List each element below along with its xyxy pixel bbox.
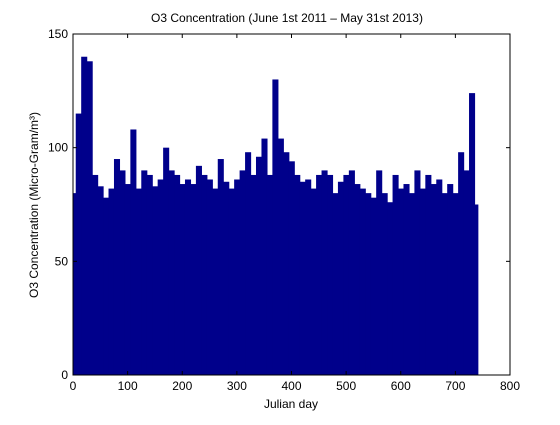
bar bbox=[337, 181, 344, 375]
bar bbox=[255, 156, 263, 375]
bar bbox=[81, 56, 88, 375]
bar bbox=[419, 188, 426, 375]
y-tick-label: 0 bbox=[61, 368, 68, 382]
bar bbox=[343, 174, 350, 375]
bar bbox=[288, 161, 295, 375]
y-axis-label: O3 Concentration (Micro-Gram/m³) bbox=[27, 112, 41, 298]
bar bbox=[234, 179, 241, 375]
bar bbox=[299, 181, 306, 375]
bar bbox=[97, 186, 104, 375]
bar bbox=[261, 138, 268, 375]
bar bbox=[217, 159, 224, 375]
bar bbox=[376, 170, 383, 375]
bar bbox=[414, 170, 421, 375]
bar bbox=[113, 159, 121, 375]
x-tick-label: 300 bbox=[227, 379, 247, 393]
bar bbox=[223, 181, 230, 375]
bar bbox=[174, 174, 181, 375]
bar bbox=[146, 174, 153, 375]
bar bbox=[332, 193, 339, 375]
bar bbox=[135, 188, 142, 375]
bar bbox=[441, 193, 448, 375]
bar bbox=[201, 174, 208, 375]
bar bbox=[430, 184, 437, 375]
bar bbox=[157, 179, 164, 375]
bar bbox=[452, 193, 459, 375]
bar bbox=[124, 184, 131, 375]
bar bbox=[469, 93, 476, 376]
bar bbox=[354, 184, 361, 375]
bar bbox=[119, 170, 126, 375]
bar bbox=[130, 129, 137, 375]
bar bbox=[179, 184, 186, 375]
bar bbox=[75, 113, 82, 375]
bar bbox=[108, 188, 115, 375]
x-tick-label: 0 bbox=[70, 379, 77, 393]
bar bbox=[86, 61, 93, 375]
bar bbox=[370, 197, 377, 375]
bar bbox=[250, 174, 257, 375]
bar bbox=[316, 174, 323, 375]
x-tick-label: 400 bbox=[281, 379, 301, 393]
bar bbox=[463, 170, 470, 375]
bar bbox=[321, 170, 328, 375]
bar bbox=[184, 179, 192, 375]
bar bbox=[206, 179, 213, 375]
bar bbox=[195, 165, 202, 375]
y-tick-label: 100 bbox=[48, 141, 68, 155]
x-tick-label: 600 bbox=[391, 379, 411, 393]
bar bbox=[141, 170, 148, 375]
bar-series bbox=[73, 56, 479, 376]
bar bbox=[381, 193, 388, 375]
bar bbox=[305, 179, 312, 375]
x-tick-label: 100 bbox=[118, 379, 138, 393]
bar bbox=[277, 138, 284, 375]
bar bbox=[348, 170, 355, 375]
x-axis-ticks: 0 100 200 300 400 500 600 700 800 bbox=[70, 34, 520, 393]
bar bbox=[436, 179, 443, 375]
bar bbox=[152, 186, 159, 375]
bar bbox=[403, 184, 410, 375]
bar bbox=[190, 184, 197, 375]
bar bbox=[168, 170, 175, 375]
bar bbox=[408, 193, 415, 375]
chart-title: O3 Concentration (June 1st 2011 – May 31… bbox=[151, 11, 423, 25]
bar bbox=[425, 174, 432, 375]
y-tick-label: 50 bbox=[55, 254, 69, 268]
bar bbox=[294, 174, 301, 375]
x-axis-label: Julian day bbox=[264, 397, 318, 411]
bar bbox=[239, 170, 246, 375]
bar bbox=[327, 174, 334, 375]
bar bbox=[272, 79, 279, 375]
bar bbox=[103, 197, 110, 375]
bar bbox=[365, 193, 372, 375]
x-tick-label: 800 bbox=[500, 379, 520, 393]
x-tick-label: 500 bbox=[336, 379, 356, 393]
bar bbox=[359, 188, 366, 375]
bar bbox=[447, 184, 454, 375]
bar bbox=[245, 152, 252, 375]
y-tick-label: 150 bbox=[48, 27, 68, 41]
x-tick-label: 700 bbox=[445, 379, 465, 393]
bar bbox=[398, 188, 405, 375]
bar bbox=[310, 188, 317, 375]
bar bbox=[228, 188, 235, 375]
bar bbox=[163, 147, 170, 375]
bar bbox=[472, 204, 479, 375]
y-axis-ticks: 0 50 100 150 bbox=[48, 27, 510, 382]
bar bbox=[458, 152, 465, 375]
bar bbox=[392, 174, 399, 375]
bar bbox=[387, 202, 394, 375]
x-tick-label: 200 bbox=[172, 379, 192, 393]
bar bbox=[212, 188, 219, 375]
bar bbox=[92, 174, 99, 375]
bar bbox=[266, 174, 273, 375]
bar bbox=[283, 152, 290, 375]
